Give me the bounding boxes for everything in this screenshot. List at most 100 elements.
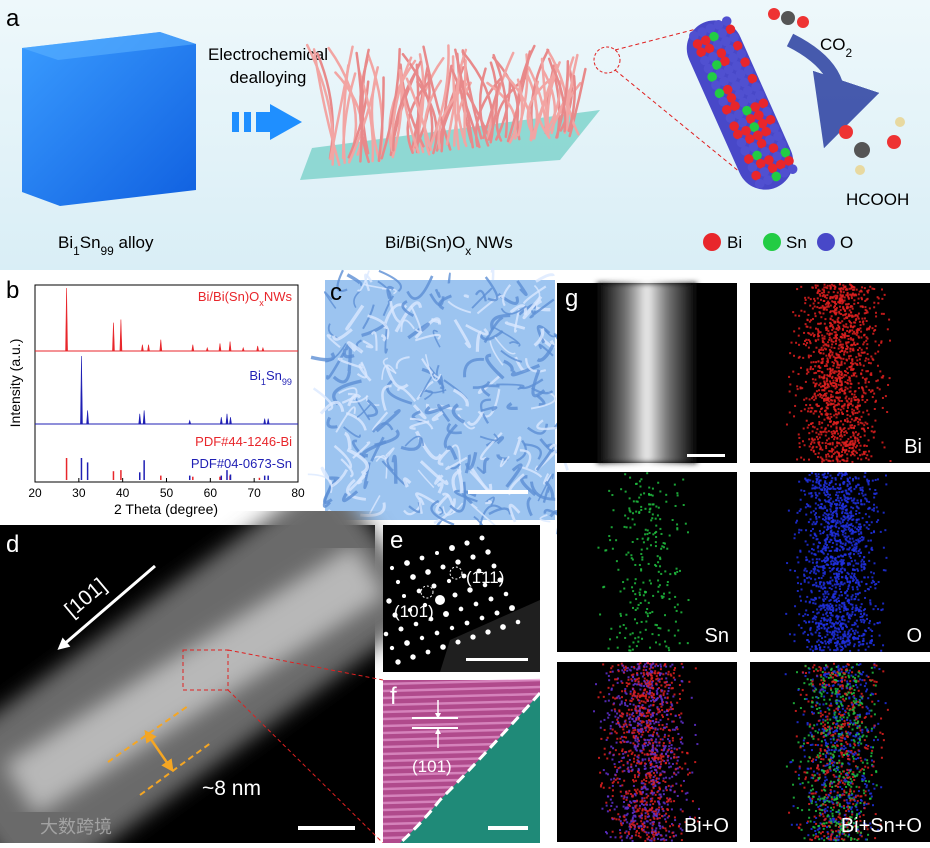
map-pixel xyxy=(860,606,862,608)
map-pixel xyxy=(829,533,831,535)
panel-label: f xyxy=(390,683,397,710)
map-pixel xyxy=(823,353,825,355)
map-pixel xyxy=(678,825,680,827)
map-pixel xyxy=(655,809,657,811)
map-pixel xyxy=(814,365,816,367)
map-pixel xyxy=(684,763,686,765)
map-pixel xyxy=(829,494,831,496)
map-pixel xyxy=(847,405,849,407)
map-pixel xyxy=(847,438,849,440)
map-pixel xyxy=(825,303,827,305)
map-pixel xyxy=(820,349,822,351)
map-pixel xyxy=(821,627,823,629)
map-pixel xyxy=(878,297,880,299)
map-pixel xyxy=(868,501,870,503)
map-pixel xyxy=(816,390,818,392)
map-pixel xyxy=(833,421,835,423)
map-pixel xyxy=(649,729,651,731)
map-pixel xyxy=(653,815,655,817)
map-pixel xyxy=(810,298,812,300)
map-pixel xyxy=(853,331,855,333)
map-pixel xyxy=(848,644,850,646)
panel-label: e xyxy=(390,527,403,554)
map-pixel xyxy=(661,815,663,817)
map-pixel xyxy=(634,729,636,731)
map-pixel xyxy=(864,300,866,302)
map-pixel xyxy=(826,357,828,359)
map-pixel xyxy=(805,506,807,508)
map-pixel xyxy=(839,377,841,379)
diffraction-peak xyxy=(189,421,191,424)
map-pixel xyxy=(672,737,674,739)
map-pixel xyxy=(826,407,828,409)
map-pixel xyxy=(808,521,810,523)
map-pixel xyxy=(849,309,851,311)
map-pixel xyxy=(632,718,634,720)
map-pixel xyxy=(598,696,600,698)
map-pixel xyxy=(629,633,631,635)
map-pixel xyxy=(840,649,842,651)
map-pixel xyxy=(831,343,833,345)
map-pixel xyxy=(830,609,832,611)
series-label: Bi/Bi(Sn)OxNWs xyxy=(198,289,293,308)
map-pixel xyxy=(608,714,610,716)
map-pixel xyxy=(855,476,857,478)
map-pixel xyxy=(618,761,620,763)
map-pixel xyxy=(829,570,831,572)
map-pixel xyxy=(857,570,859,572)
map-pixel xyxy=(817,339,819,341)
map-pixel xyxy=(874,584,876,586)
map-pixel xyxy=(621,784,623,786)
map-pixel xyxy=(812,611,814,613)
map-pixel xyxy=(798,373,800,375)
map-pixel xyxy=(635,790,637,792)
map-pixel xyxy=(867,427,869,429)
map-pixel xyxy=(836,550,838,552)
map-pixel xyxy=(856,437,858,439)
map-pixel xyxy=(827,285,829,287)
map-pixel xyxy=(830,425,832,427)
map-pixel xyxy=(667,749,669,751)
map-pixel xyxy=(864,453,866,455)
map-pixel xyxy=(832,525,834,527)
map-pixel xyxy=(624,720,626,722)
map-pixel xyxy=(821,637,823,639)
map-pixel xyxy=(652,744,654,746)
map-pixel xyxy=(829,567,831,569)
map-pixel xyxy=(858,318,860,320)
map-pixel xyxy=(659,767,661,769)
map-pixel xyxy=(660,796,662,798)
map-pixel xyxy=(825,459,827,461)
map-pixel xyxy=(878,344,880,346)
map-pixel xyxy=(634,800,636,802)
map-pixel xyxy=(670,747,672,749)
map-pixel xyxy=(649,750,651,752)
map-pixel xyxy=(646,533,648,535)
map-pixel xyxy=(847,588,849,590)
map-label: Sn xyxy=(705,625,729,647)
map-pixel xyxy=(847,581,849,583)
map-pixel xyxy=(831,596,833,598)
map-pixel xyxy=(816,608,818,610)
map-pixel xyxy=(861,489,863,491)
map-pixel xyxy=(824,543,826,545)
map-pixel xyxy=(615,539,617,541)
map-pixel xyxy=(837,452,839,454)
map-pixel xyxy=(685,793,687,795)
map-pixel xyxy=(866,399,868,401)
map-pixel xyxy=(835,297,837,299)
map-pixel xyxy=(651,611,653,613)
map-pixel xyxy=(614,708,616,710)
map-pixel xyxy=(812,559,814,561)
map-pixel xyxy=(646,699,648,701)
map-pixel xyxy=(612,509,614,511)
map-pixel xyxy=(617,781,619,783)
map-pixel xyxy=(800,499,802,501)
map-pixel xyxy=(845,460,847,462)
map-pixel xyxy=(616,719,618,721)
map-pixel xyxy=(845,386,847,388)
legend-label: Bi xyxy=(727,233,742,252)
map-pixel xyxy=(681,663,683,665)
map-pixel xyxy=(657,514,659,516)
map-pixel xyxy=(839,620,841,622)
